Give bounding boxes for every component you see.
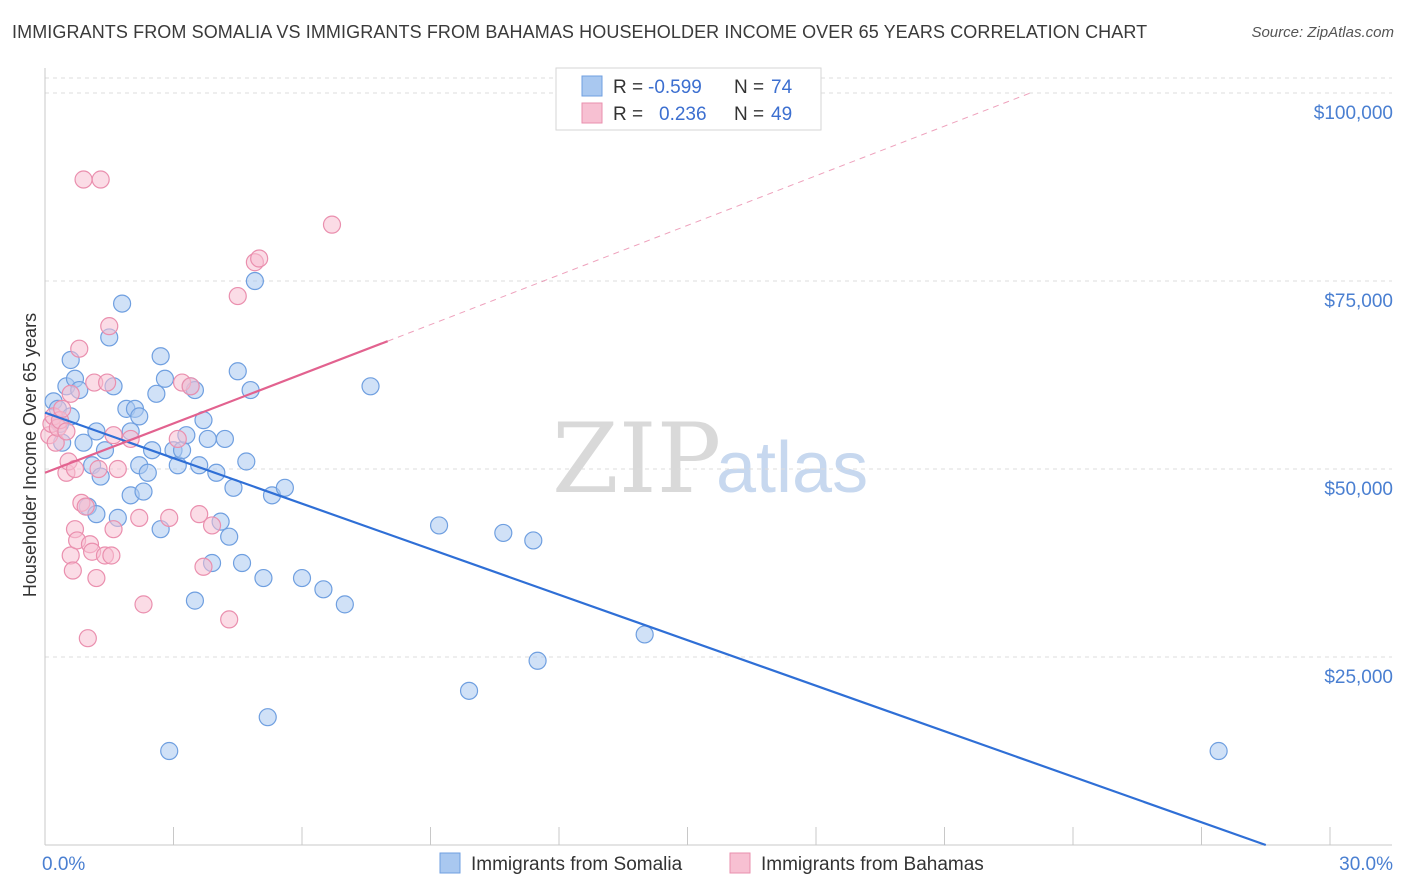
y-axis-label: Householder Income Over 65 years [20, 313, 40, 597]
point-series0-67 [528, 651, 547, 670]
point-series1-10 [61, 384, 80, 403]
legend-n-value-1: 74 [771, 77, 793, 98]
watermark-zip: ZIP [552, 403, 721, 515]
chart-title: IMMIGRANTS FROM SOMALIA VS IMMIGRANTS FR… [12, 22, 1148, 42]
x-tick-labels: 0.0% 30.0% [42, 854, 1393, 875]
legend: R = -0.599 N = 74 R = 0.236 N = 49 [555, 67, 822, 131]
point-series1-45 [250, 249, 269, 268]
legend-n-value-2: 49 [771, 104, 792, 125]
y-tick-label-0: $25,000 [1324, 667, 1393, 688]
trend-line-series1 [44, 340, 389, 474]
trend-lines [44, 92, 1267, 847]
point-series0-59 [292, 568, 312, 588]
point-series0-9 [74, 433, 93, 452]
point-series0-62 [361, 377, 380, 396]
legend-r-label-1: R = [613, 77, 643, 98]
legend-n-label-1: N = [734, 77, 764, 98]
bottom-legend-label-somalia: Immigrants from Somalia [471, 854, 683, 875]
point-series1-28 [98, 373, 117, 392]
trend-line-series0 [44, 411, 1267, 847]
point-series0-54 [245, 271, 264, 291]
point-series1-31 [104, 520, 123, 539]
point-series1-24 [87, 568, 106, 588]
trend-line-dashed-series1 [387, 92, 1031, 342]
point-series0-43 [198, 429, 217, 449]
bottom-legend: Immigrants from Somalia Immigrants from … [439, 852, 984, 875]
point-series1-26 [91, 170, 110, 189]
point-series0-29 [147, 384, 166, 403]
point-series0-39 [185, 591, 205, 610]
y-tick-label-2: $75,000 [1324, 291, 1393, 312]
point-series0-65 [494, 523, 513, 543]
point-series0-57 [258, 708, 277, 727]
point-series1-6 [53, 399, 72, 418]
legend-r-label-2: R = [613, 104, 643, 125]
point-series0-51 [232, 553, 252, 573]
point-series0-69 [1209, 741, 1228, 761]
point-series1-18 [74, 170, 93, 189]
point-series0-25 [134, 482, 153, 501]
point-series1-19 [76, 497, 95, 516]
point-series1-34 [134, 595, 153, 614]
legend-n-label-2: N = [734, 104, 764, 125]
point-series0-60 [314, 580, 333, 599]
point-series0-68 [635, 625, 654, 644]
point-series0-47 [215, 429, 234, 449]
point-series0-64 [459, 681, 479, 700]
bottom-legend-swatch-somalia [439, 852, 461, 874]
y-tick-label-1: $50,000 [1324, 479, 1393, 500]
point-series1-20 [78, 629, 97, 648]
legend-swatch-bahamas [581, 102, 603, 124]
x-tick-label-1: 30.0% [1339, 854, 1393, 875]
point-series0-19 [112, 294, 132, 313]
chart-source: Source: ZipAtlas.com [1251, 24, 1394, 41]
point-series1-16 [70, 339, 89, 358]
point-series0-55 [254, 568, 273, 588]
y-tick-label-3: $100,000 [1314, 103, 1393, 124]
point-series1-42 [220, 610, 239, 629]
point-series1-12 [63, 561, 82, 580]
bottom-legend-label-bahamas: Immigrants from Bahamas [761, 854, 984, 875]
point-series0-50 [228, 362, 247, 381]
legend-r-value-2: 0.236 [659, 104, 707, 125]
point-series0-58 [275, 478, 294, 497]
point-series0-24 [130, 407, 149, 426]
point-series0-48 [220, 527, 239, 546]
watermark-atlas: atlas [716, 428, 868, 508]
point-series1-41 [202, 516, 222, 535]
bottom-legend-swatch-bahamas [729, 852, 751, 874]
x-tick-label-0: 0.0% [42, 854, 85, 875]
watermark: ZIP atlas [552, 403, 868, 515]
point-series0-33 [160, 741, 179, 761]
point-series1-29 [100, 317, 119, 336]
point-series1-43 [228, 286, 247, 306]
point-series0-52 [237, 452, 256, 471]
point-series1-46 [322, 215, 342, 234]
point-series1-35 [160, 508, 179, 527]
point-series0-66 [524, 531, 543, 550]
point-series0-61 [335, 595, 354, 614]
y-tick-labels: $25,000 $50,000 $75,000 $100,000 [1314, 103, 1393, 688]
point-series1-38 [181, 377, 200, 396]
point-series1-36 [168, 429, 187, 449]
point-series1-39 [190, 505, 209, 524]
point-series1-8 [57, 422, 76, 441]
point-series0-63 [429, 516, 449, 535]
point-series0-27 [138, 463, 157, 482]
point-series1-25 [89, 459, 108, 479]
point-series1-30 [102, 546, 121, 565]
axes [44, 68, 1392, 846]
legend-r-value-1: -0.599 [648, 77, 702, 98]
data-points [40, 170, 1228, 761]
point-series1-40 [194, 557, 213, 576]
point-series1-33 [130, 508, 149, 527]
point-series0-32 [155, 369, 175, 388]
point-series1-32 [108, 459, 127, 479]
point-series0-30 [151, 347, 170, 366]
legend-swatch-somalia [581, 75, 603, 97]
point-series1-11 [61, 546, 80, 565]
